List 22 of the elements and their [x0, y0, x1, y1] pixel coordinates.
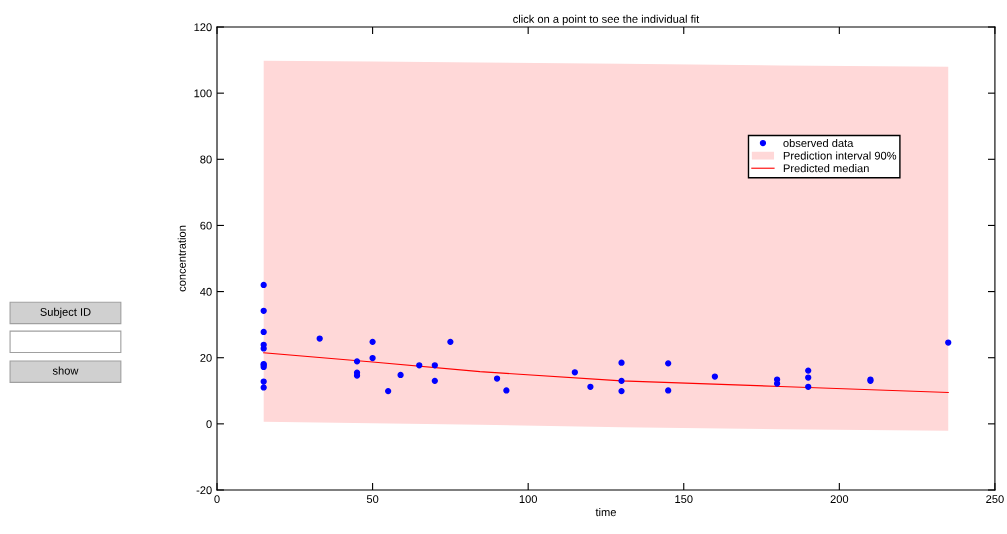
x-axis-title: time	[595, 507, 616, 517]
text: Subject ID	[40, 307, 91, 319]
x-tick-label: 100	[519, 495, 538, 504]
y-tick-label: -20	[196, 486, 212, 495]
y-tick-label: 0	[206, 420, 212, 428]
x-tick-label: 250	[986, 495, 1004, 504]
y-tick-label: 80	[200, 155, 212, 164]
y-axis-title: concentration	[177, 225, 186, 292]
text: show	[52, 366, 79, 375]
y-tick-label: 100	[194, 89, 212, 98]
x-tick-label: 0	[214, 495, 220, 504]
x-tick-label: 200	[830, 495, 849, 504]
legend-label: Predicted median	[783, 164, 869, 173]
x-tick-label: 150	[675, 495, 693, 504]
y-tick-label: 40	[200, 287, 212, 296]
legend-label: Prediction interval 90%	[783, 151, 897, 160]
y-tick-label: 60	[200, 221, 212, 230]
y-tick-label: 20	[200, 353, 212, 362]
x-tick-label: 50	[366, 495, 379, 504]
chart-title: click on a point to see the individual fit	[513, 14, 700, 26]
y-tick-label: 120	[194, 23, 212, 32]
legend-label: observed data	[783, 138, 854, 148]
